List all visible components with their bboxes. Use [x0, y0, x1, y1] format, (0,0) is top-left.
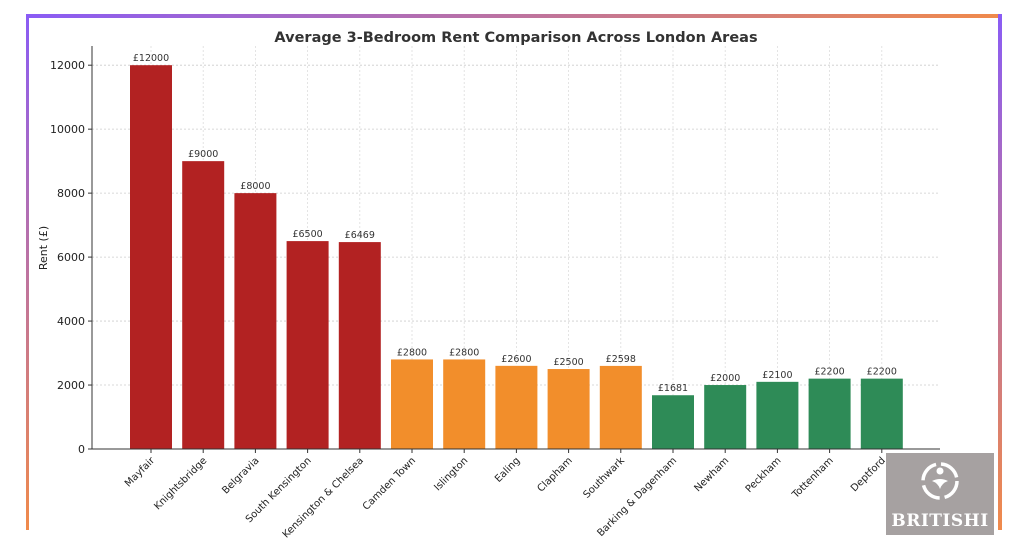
britishi-logo-icon	[921, 462, 959, 500]
bar	[234, 193, 277, 449]
bar-value-label: £2200	[867, 367, 897, 378]
bar	[704, 385, 747, 449]
bar	[182, 161, 225, 449]
bar	[652, 395, 694, 449]
bar-value-label: £2200	[814, 367, 844, 378]
bar-value-label: £8000	[240, 181, 270, 192]
bar	[495, 365, 538, 449]
y-tick-label: 0	[78, 443, 85, 456]
x-tick-label: Islington	[432, 455, 470, 493]
bar	[860, 378, 903, 449]
x-tick-label: Mayfair	[123, 455, 158, 490]
x-tick-label: Peckham	[744, 455, 784, 495]
bar-value-label: £12000	[133, 53, 169, 64]
bar	[547, 369, 590, 449]
bar	[130, 65, 172, 449]
x-tick-label: Ealing	[493, 455, 522, 484]
y-tick-label: 8000	[57, 187, 85, 200]
frame-left	[26, 14, 29, 530]
bar	[599, 365, 642, 449]
y-tick-label: 2000	[57, 379, 85, 392]
x-tick-label: Newham	[692, 455, 731, 494]
bar-value-label: £2000	[710, 373, 740, 384]
y-axis-label: Rent (£)	[37, 226, 50, 270]
bar-value-label: £2100	[762, 370, 792, 381]
bar-value-label: £9000	[188, 149, 218, 160]
britishi-logo: BRITISHI	[886, 453, 994, 535]
frame-top	[26, 14, 1002, 18]
bar-value-label: £2500	[553, 357, 583, 368]
x-tick-label: Camden Town	[361, 455, 418, 512]
x-tick-label: Tottenham	[790, 455, 836, 501]
chart-title: Average 3-Bedroom Rent Comparison Across…	[274, 30, 757, 46]
y-tick-label: 10000	[50, 123, 85, 136]
bar-value-label: £2598	[606, 354, 636, 365]
x-tick-label: Knightsbridge	[152, 455, 209, 512]
bar-value-label: £2600	[501, 354, 531, 365]
logo-text: BRITISHI	[891, 511, 989, 531]
bar-value-label: £2800	[449, 347, 479, 358]
bar	[756, 381, 799, 449]
x-tick-label: Southwark	[581, 455, 627, 501]
x-tick-label: Deptford	[849, 455, 888, 494]
bar-value-label: £6469	[345, 230, 375, 241]
bar-value-label: £6500	[292, 229, 322, 240]
bar	[443, 359, 486, 449]
frame-right	[998, 14, 1002, 530]
bar-value-label: £1681	[658, 383, 688, 394]
bar-value-label: £2800	[397, 347, 427, 358]
bar	[391, 359, 433, 449]
x-tick-label: Belgravia	[220, 455, 261, 496]
y-tick-label: 6000	[57, 251, 85, 264]
bar	[338, 242, 381, 449]
bars-layer: £12000 £9000 £8000 £6500 £6469 £2800 £2800 £260…	[130, 53, 903, 449]
y-tick-label: 12000	[50, 59, 85, 72]
x-tick-label: Clapham	[536, 455, 575, 494]
y-tick-label: 4000	[57, 315, 85, 328]
bar	[808, 378, 851, 449]
bar	[286, 241, 329, 449]
